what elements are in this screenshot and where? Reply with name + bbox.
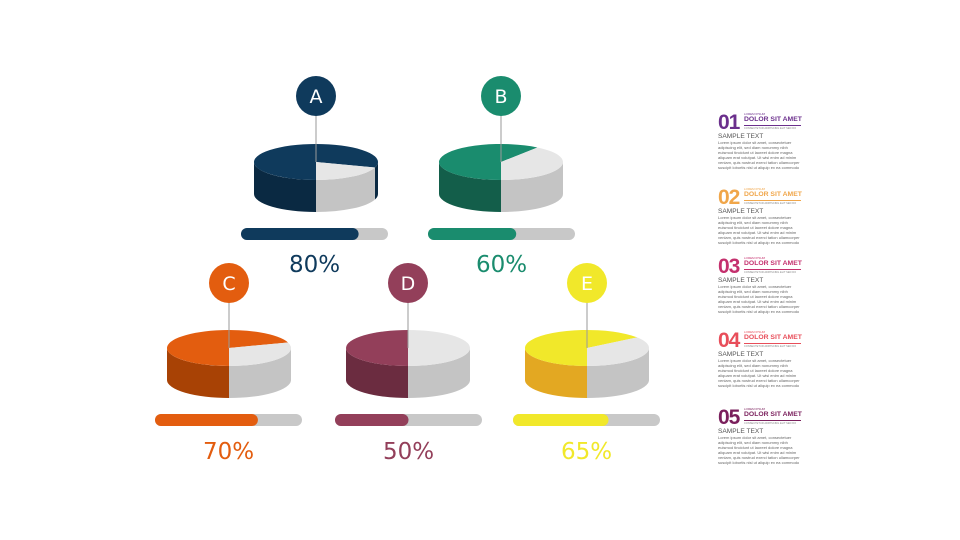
pie-side-b — [439, 162, 501, 212]
pie-slice-c — [167, 330, 288, 366]
panel-entry-caption: LOREM IPSUM — [744, 112, 766, 116]
badge-letter-e: E — [581, 273, 593, 295]
pie-side-d — [346, 348, 408, 398]
panel-entry-number: 01 — [718, 111, 740, 134]
pie-group-e: E 65% — [513, 263, 660, 465]
pie-slice-rest-c — [229, 342, 292, 366]
pie-side-e — [587, 348, 649, 398]
progress-fill-d — [335, 414, 409, 426]
pie-group-d: D 50% — [335, 263, 482, 465]
panel-entry-subcaption: CONSECTETUR ADIPISCING ELIT SED DO — [744, 127, 797, 130]
pie-side-e — [525, 348, 587, 398]
badge-letter-d: D — [401, 273, 416, 295]
panel-entry-body: Lorem ipsum dolor sit amet, consectetuer… — [718, 358, 800, 388]
panel-entry-heading: DOLOR SIT AMET — [744, 260, 802, 267]
progress-fill-c — [155, 414, 258, 426]
panel-entry-body: Lorem ipsum dolor sit amet, consectetuer… — [718, 284, 800, 314]
pie-group-a: A 80% — [241, 76, 388, 278]
pie-group-c: C 70% — [155, 263, 302, 465]
pie-slice-rest-e — [587, 337, 650, 366]
panel-entry-rule — [744, 343, 801, 344]
panel-entry-rule — [744, 269, 801, 270]
panel-entry-rule — [744, 200, 801, 201]
panel-entry-caption: LOREM IPSUM — [744, 187, 766, 191]
panel-entry-subcaption: CONSECTETUR ADIPISCING ELIT SED DO — [744, 271, 797, 274]
progress-fill-a — [241, 228, 359, 240]
progress-fill-b — [428, 228, 517, 240]
pie-slice-rest-d — [408, 330, 470, 366]
panel-entry-number: 04 — [718, 329, 740, 352]
percent-label-d: 50% — [383, 439, 434, 465]
panel-entry-sample: SAMPLE TEXT — [718, 133, 764, 140]
badge-a — [296, 76, 336, 116]
panel-entry-caption: LOREM IPSUM — [744, 256, 766, 260]
panel-entry-rule — [744, 420, 801, 421]
percent-label-a: 80% — [289, 252, 340, 278]
badge-d — [388, 263, 428, 303]
badge-letter-c: C — [222, 273, 235, 295]
pie-side-b — [501, 162, 563, 212]
panel-entry-caption: LOREM IPSUM — [744, 330, 766, 334]
pie-side-d — [408, 348, 470, 398]
panel-entry-number: 02 — [718, 186, 740, 209]
pie-slice-e — [525, 329, 638, 366]
panel-entry-subcaption: CONSECTETUR ADIPISCING ELIT SED DO — [744, 422, 797, 425]
pie-side-c — [167, 348, 229, 398]
panel-entry-heading: DOLOR SIT AMET — [744, 411, 802, 418]
pie-side-a — [316, 167, 375, 212]
percent-label-e: 65% — [561, 439, 612, 465]
badge-letter-a: A — [310, 86, 323, 108]
panel-entry-caption: LOREM IPSUM — [744, 407, 766, 411]
panel-entry-sample: SAMPLE TEXT — [718, 428, 764, 435]
pie-side-a — [254, 162, 316, 212]
panel-entry-number: 05 — [718, 406, 740, 429]
badge-letter-b: B — [494, 86, 507, 108]
panel-entry-body: Lorem ipsum dolor sit amet, consectetuer… — [718, 435, 800, 465]
panel-entry-heading: DOLOR SIT AMET — [744, 334, 802, 341]
panel-entry-body: Lorem ipsum dolor sit amet, consectetuer… — [718, 140, 800, 170]
pie-side-c — [229, 348, 291, 398]
panel-entry-heading: DOLOR SIT AMET — [744, 116, 802, 123]
panel-entry-sample: SAMPLE TEXT — [718, 351, 764, 358]
pie-slice-d — [346, 330, 408, 366]
pie-group-b: B 60% — [428, 76, 575, 278]
pie-slice-rest-a — [316, 162, 375, 180]
progress-fill-e — [513, 414, 609, 426]
panel-entry-sample: SAMPLE TEXT — [718, 208, 764, 215]
panel-entry-rule — [744, 125, 801, 126]
panel-entry-number: 03 — [718, 255, 740, 278]
pie-slice-rest-b — [501, 147, 563, 180]
percent-label-c: 70% — [203, 439, 254, 465]
badge-c — [209, 263, 249, 303]
panel-entry-sample: SAMPLE TEXT — [718, 277, 764, 284]
panel-entry-body: Lorem ipsum dolor sit amet, consectetuer… — [718, 215, 800, 245]
percent-label-b: 60% — [476, 252, 527, 278]
pie-side-a — [374, 162, 378, 200]
panel-entry-subcaption: CONSECTETUR ADIPISCING ELIT SED DO — [744, 345, 797, 348]
badge-e — [567, 263, 607, 303]
panel-entry-subcaption: CONSECTETUR ADIPISCING ELIT SED DO — [744, 202, 797, 205]
panel-entry-heading: DOLOR SIT AMET — [744, 191, 802, 198]
pie-slice-b — [438, 144, 538, 180]
badge-b — [481, 76, 521, 116]
